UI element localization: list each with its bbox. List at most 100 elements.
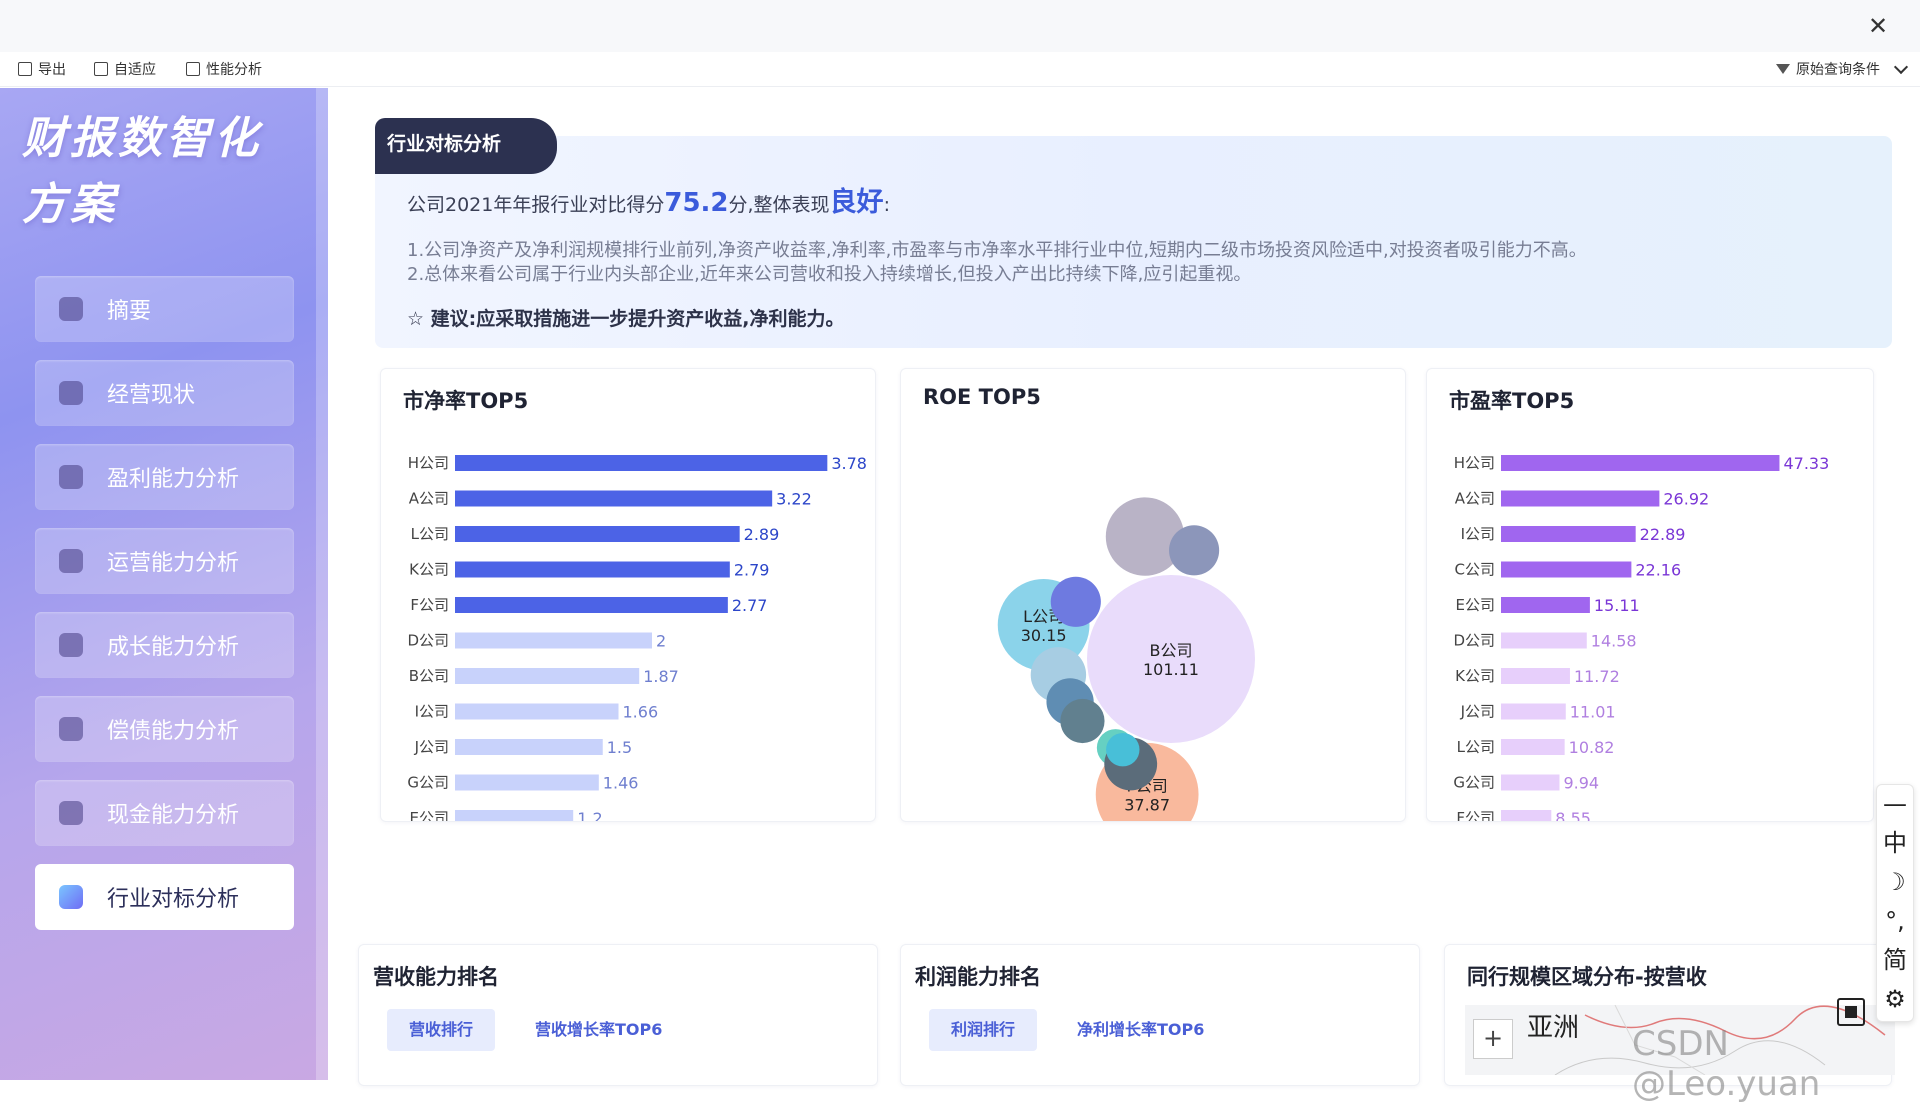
bar-category-label: E公司	[1456, 596, 1495, 614]
sidebar-item-label: 行业对标分析	[107, 887, 240, 912]
sidebar: 财报数智化 方案 摘要 经营现状 盈利能力分析 运营能力分析 成长能力分析 偿债…	[0, 88, 328, 1080]
adaptive-label: 自适应	[114, 62, 156, 78]
bar-value-label: 47.33	[1783, 454, 1829, 473]
query-conditions-button[interactable]: 原始查询条件	[1776, 59, 1909, 79]
bar-category-label: K公司	[409, 561, 449, 579]
bar-value-label: 9.94	[1563, 774, 1599, 793]
bar-value-label: 26.92	[1663, 490, 1709, 509]
bar	[455, 703, 619, 720]
bar-value-label: 2.89	[744, 525, 780, 544]
query-label: 原始查询条件	[1796, 62, 1880, 78]
ime-punctuation-button[interactable]: °,	[1885, 907, 1905, 935]
tab-revenue-rank[interactable]: 营收排行	[387, 1009, 496, 1051]
bar	[455, 632, 652, 649]
pe-chart-title: 市盈率TOP5	[1449, 389, 1575, 413]
sidebar-item-profitability[interactable]: 盈利能力分析	[35, 444, 294, 510]
adaptive-button[interactable]: 自适应	[94, 59, 156, 79]
bar-category-label: J公司	[1460, 703, 1495, 721]
tab-profit-growth[interactable]: 净利增长率TOP6	[1077, 1020, 1205, 1039]
sidebar-item-benchmark[interactable]: 行业对标分析	[35, 864, 294, 930]
suggestion: ☆ 建议:应采取措施进一步提升资产收益,净利能力。	[407, 308, 845, 330]
sidebar-item-label: 经营现状	[107, 383, 196, 408]
pe-bar-chart: H公司 47.33 A公司 26.92 I公司 22.89 C公司 22.16 E公司 15.11…	[1453, 454, 1829, 821]
sidebar-item-operating-capacity[interactable]: 运营能力分析	[35, 528, 294, 594]
map-shapes	[1554, 1005, 1886, 1075]
bar	[1501, 668, 1570, 684]
bar-value-label: 22.89	[1640, 525, 1686, 544]
bar-value-label: 2	[656, 632, 666, 651]
sidebar-item-label: 偿债能力分析	[107, 719, 240, 744]
sidebar-item-growth[interactable]: 成长能力分析	[35, 612, 294, 678]
bar	[455, 597, 728, 613]
bar	[455, 668, 640, 684]
profit-tabs: 利润排行 净利增长率TOP6	[929, 1009, 1226, 1051]
profit-rank-title: 利润能力排名	[915, 965, 1041, 989]
bar-value-label: 14.58	[1591, 632, 1637, 651]
ime-minimize-button[interactable]: —	[1883, 790, 1907, 818]
summary-point-2: 2.总体来看公司属于行业内头部企业,近年来公司营收和投入持续增长,但投入产出比持…	[407, 264, 1252, 285]
region-map[interactable]: + 亚洲	[1465, 1005, 1895, 1075]
bar-value-label: 8.55	[1555, 809, 1591, 821]
score-mid: 分,整体表现	[728, 194, 830, 216]
revenue-tabs: 营收排行 营收增长率TOP6	[387, 1009, 684, 1051]
region-title: 同行规模区域分布-按营收	[1467, 965, 1707, 989]
ime-simplified-button[interactable]: 简	[1883, 946, 1907, 974]
sidebar-item-summary[interactable]: 摘要	[35, 276, 294, 342]
bar-category-label: H公司	[1454, 454, 1495, 472]
export-button[interactable]: 导出	[18, 59, 66, 79]
profit-rank-card: 利润能力排名 利润排行 净利增长率TOP6	[900, 944, 1420, 1086]
bar-category-label: E公司	[410, 809, 449, 821]
bar-value-label: 2.79	[734, 561, 770, 580]
sidebar-item-operation[interactable]: 经营现状	[35, 360, 294, 426]
bar-category-label: C公司	[1455, 561, 1495, 579]
bar	[1501, 774, 1560, 791]
bar	[455, 561, 730, 578]
perf-button[interactable]: 性能分析	[186, 59, 262, 79]
bar-category-label: I公司	[1461, 525, 1495, 543]
score-prefix: 公司2021年年报行业对比得分	[407, 194, 665, 216]
score-suffix: :	[883, 194, 890, 216]
bubble	[1050, 576, 1101, 627]
sidebar-item-cash[interactable]: 现金能力分析	[35, 780, 294, 846]
bar	[455, 739, 603, 755]
bar-value-label: 2.77	[732, 596, 768, 615]
bar-category-label: L公司	[411, 525, 449, 543]
ime-moon-button[interactable]: ☽	[1884, 868, 1906, 896]
brand-line-2: 方案	[22, 179, 118, 230]
filter-icon	[1776, 64, 1790, 74]
summary-point-1: 1.公司净资产及净利润规模排行业前列,净资产收益率,净利率,市盈率与市净率水平排…	[407, 240, 1587, 261]
bar-category-label: K公司	[1455, 667, 1495, 685]
chevron-down-icon	[1893, 59, 1909, 75]
summary-icon	[59, 297, 83, 321]
roe-chart-card: ROE TOP5 B公司 101.11 F公司 37.87 L公司 30.15	[900, 368, 1406, 822]
sidebar-item-solvency[interactable]: 偿债能力分析	[35, 696, 294, 762]
bar	[1501, 632, 1587, 649]
tab-revenue-growth[interactable]: 营收增长率TOP6	[535, 1020, 663, 1039]
roe-chart-title: ROE TOP5	[923, 385, 1041, 409]
close-icon[interactable]: ✕	[1867, 12, 1889, 40]
summary-box	[375, 136, 1892, 348]
bar-value-label: 3.22	[776, 490, 812, 509]
card-icon	[59, 717, 83, 741]
sidebar-item-label: 摘要	[107, 299, 152, 324]
bubble	[1087, 575, 1255, 743]
title-bar: ✕	[0, 0, 1920, 52]
ime-settings-button[interactable]: ⚙	[1884, 985, 1906, 1013]
sidebar-item-label: 成长能力分析	[107, 635, 240, 660]
perf-label: 性能分析	[206, 62, 262, 78]
bubble-value-label: 101.11	[1143, 660, 1199, 679]
bar	[1501, 490, 1660, 507]
ime-language-button[interactable]: 中	[1883, 829, 1907, 857]
bar	[1501, 455, 1780, 471]
bar-category-label: J公司	[414, 738, 449, 756]
bubble-value-label: 37.87	[1124, 795, 1170, 814]
map-zoom-in-button[interactable]: +	[1473, 1019, 1513, 1059]
bar	[455, 810, 574, 821]
bar	[455, 774, 599, 791]
brand-title: 财报数智化 方案	[22, 106, 322, 238]
tab-profit-rank[interactable]: 利润排行	[929, 1009, 1038, 1051]
fullscreen-icon[interactable]	[1837, 998, 1865, 1026]
section-tag: 行业对标分析	[375, 118, 557, 174]
wallet-icon	[59, 801, 83, 825]
